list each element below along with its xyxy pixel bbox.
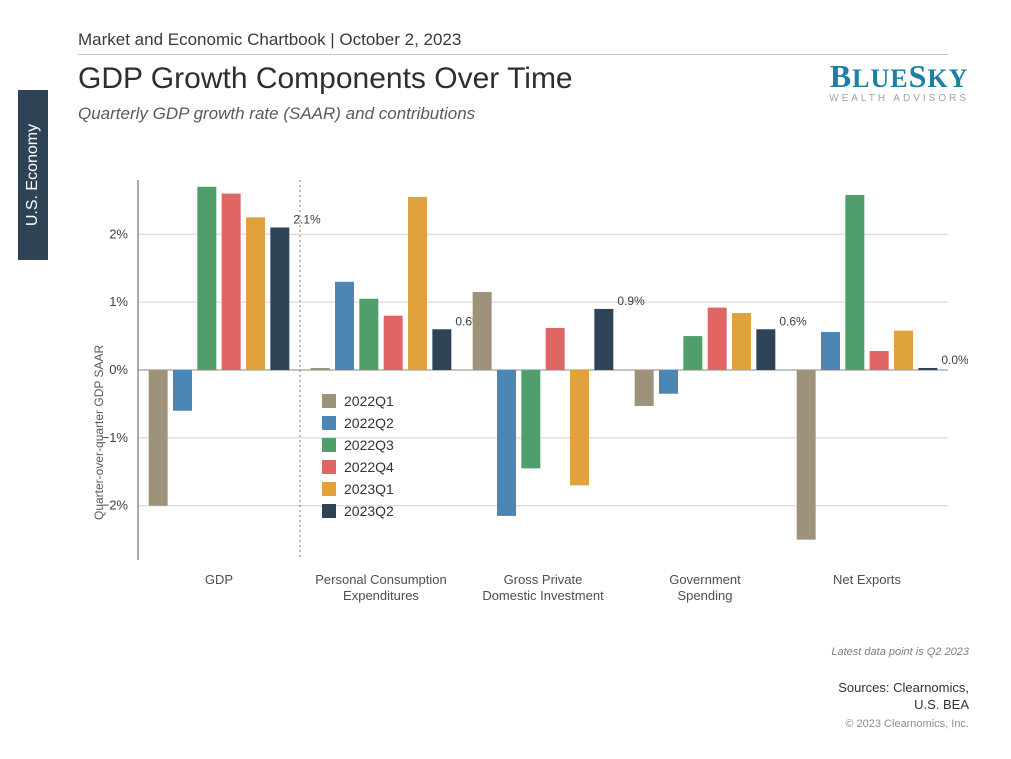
page-title: GDP Growth Components Over Time xyxy=(78,62,573,96)
sources-label: Sources: Clearnomics, U.S. BEA xyxy=(838,680,969,714)
y-tick-label: 0% xyxy=(109,362,128,377)
bar xyxy=(173,370,192,411)
bar xyxy=(270,228,289,371)
category-label: Net Exports xyxy=(786,572,948,588)
y-tick-label: 1% xyxy=(109,294,128,309)
bar xyxy=(870,351,889,370)
bar-value-label: 0.0% xyxy=(941,353,968,367)
bar xyxy=(197,187,216,370)
section-tab-label: U.S. Economy xyxy=(24,124,42,226)
bar-value-label: 0.6% xyxy=(779,314,807,328)
category-label: GDP xyxy=(138,572,300,588)
legend-swatch xyxy=(322,482,336,496)
bar xyxy=(797,370,816,540)
brand-tagline: WEALTH ADVISORS xyxy=(829,94,969,104)
y-tick-label: 2% xyxy=(109,226,128,241)
y-axis-label: Quarter-over-quarter GDP SAAR xyxy=(92,345,106,520)
bar xyxy=(594,309,613,370)
legend-swatch xyxy=(322,394,336,408)
legend-swatch xyxy=(322,416,336,430)
brand-logo: BLUESKY WEALTH ADVISORS xyxy=(829,60,969,104)
bar-value-label: 2.1% xyxy=(293,213,321,227)
bar xyxy=(546,328,565,370)
legend-swatch xyxy=(322,460,336,474)
legend-label: 2022Q3 xyxy=(344,437,394,453)
bar xyxy=(821,332,840,370)
legend-label: 2022Q1 xyxy=(344,393,394,409)
legend-item: 2022Q1 xyxy=(322,390,394,412)
bar xyxy=(732,313,751,370)
legend-label: 2022Q4 xyxy=(344,459,394,475)
section-tab: U.S. Economy xyxy=(18,90,48,260)
header-line: Market and Economic Chartbook | October … xyxy=(78,30,461,50)
bar xyxy=(659,370,678,394)
legend-label: 2023Q2 xyxy=(344,503,394,519)
bar xyxy=(918,368,937,370)
bar xyxy=(683,336,702,370)
legend-item: 2022Q4 xyxy=(322,456,394,478)
legend-swatch xyxy=(322,438,336,452)
bar xyxy=(246,217,265,370)
bar xyxy=(497,370,516,516)
page-subtitle: Quarterly GDP growth rate (SAAR) and con… xyxy=(78,104,475,124)
bar-value-label: 0.9% xyxy=(617,294,645,308)
category-label: Personal ConsumptionExpenditures xyxy=(300,572,462,605)
legend-item: 2022Q3 xyxy=(322,434,394,456)
legend-item: 2022Q2 xyxy=(322,412,394,434)
bar xyxy=(432,329,451,370)
bar xyxy=(894,331,913,370)
copyright: © 2023 Clearnomics, Inc. xyxy=(845,718,969,730)
bar xyxy=(635,370,654,406)
bar xyxy=(149,370,168,506)
legend-label: 2022Q2 xyxy=(344,415,394,431)
category-label: Gross PrivateDomestic Investment xyxy=(462,572,624,605)
legend-swatch xyxy=(322,504,336,518)
page: U.S. Economy Market and Economic Chartbo… xyxy=(0,0,1011,759)
legend-label: 2023Q1 xyxy=(344,481,394,497)
legend: 2022Q1 2022Q2 2022Q3 2022Q4 2023Q1 2023Q2 xyxy=(322,390,394,522)
bar xyxy=(359,299,378,370)
bar xyxy=(222,194,241,370)
bar xyxy=(756,329,775,370)
bar xyxy=(473,292,492,370)
header-rule xyxy=(78,54,948,55)
bar xyxy=(408,197,427,370)
bar xyxy=(521,370,540,468)
bar xyxy=(384,316,403,370)
bar xyxy=(311,368,330,370)
gdp-components-chart: −2%−1%0%1%2%2.1%0.6%0.9%0.6%0.0% xyxy=(78,160,968,630)
legend-item: 2023Q2 xyxy=(322,500,394,522)
bar xyxy=(708,308,727,370)
latest-data-note: Latest data point is Q2 2023 xyxy=(831,646,969,658)
brand-name: BLUESKY xyxy=(829,60,969,92)
category-label: GovernmentSpending xyxy=(624,572,786,605)
bar xyxy=(845,195,864,370)
bar xyxy=(570,370,589,485)
bar xyxy=(335,282,354,370)
legend-item: 2023Q1 xyxy=(322,478,394,500)
